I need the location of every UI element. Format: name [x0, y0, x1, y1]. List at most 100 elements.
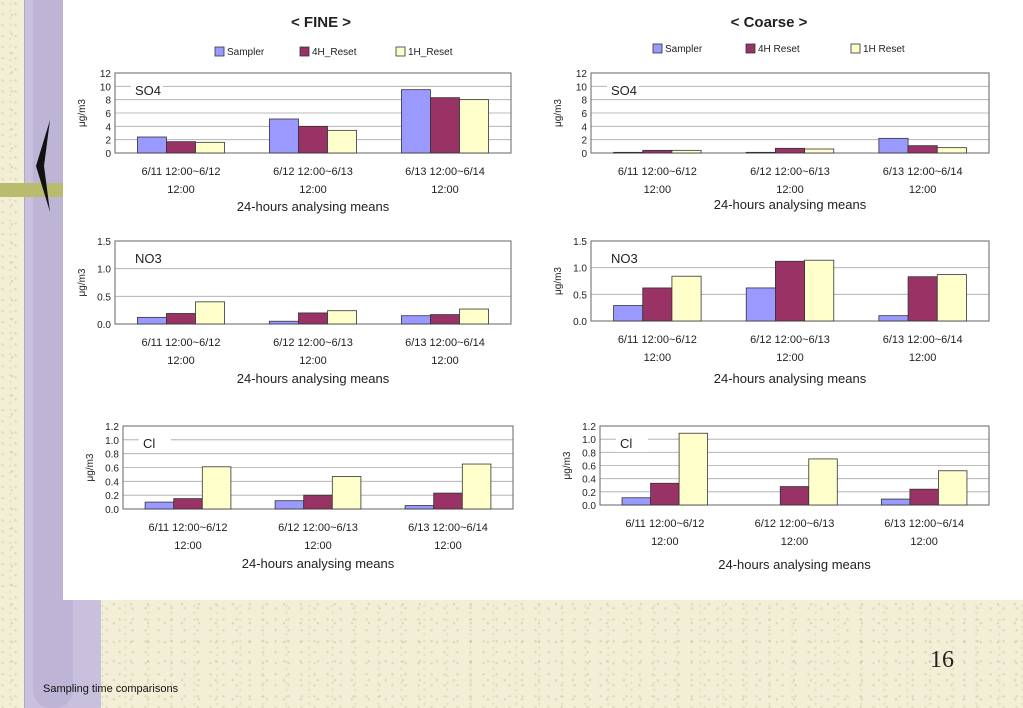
y-tick-label: 0.2: [105, 491, 119, 502]
x-tick-label: 12:00: [644, 184, 672, 196]
y-tick-label: 1.0: [105, 436, 119, 447]
chart-title: SO4: [611, 83, 637, 98]
y-tick-label: 0.5: [97, 292, 111, 303]
y-tick-label: 1.0: [97, 265, 111, 276]
x-tick-label: 12:00: [644, 352, 672, 364]
bar: [298, 125, 328, 154]
legend-swatch: [652, 43, 663, 54]
y-tick-label: 0: [105, 149, 111, 160]
y-tick-label: 12: [100, 69, 112, 80]
bar: [775, 147, 805, 154]
bar: [269, 118, 299, 154]
y-axis-label: μg/m3: [85, 453, 96, 481]
y-tick-label: 0.8: [582, 448, 596, 459]
x-tick-label: 12:00: [781, 536, 809, 548]
x-axis-label: 24-hours analysing means: [237, 371, 390, 386]
x-tick-label: 6/11 12:00~6/12: [618, 334, 697, 346]
bar: [909, 488, 939, 506]
bar: [201, 466, 232, 510]
y-tick-label: 0.5: [573, 290, 587, 301]
bar: [274, 500, 305, 510]
x-tick-label: 6/13 12:00~6/14: [884, 518, 964, 530]
x-tick-label: 6/13 12:00~6/14: [405, 337, 485, 349]
x-tick-label: 12:00: [431, 184, 459, 196]
bar: [613, 151, 644, 154]
x-tick-label: 6/12 12:00~6/13: [750, 166, 830, 178]
y-tick-label: 0: [581, 149, 587, 160]
bar: [642, 149, 673, 154]
bar: [808, 458, 838, 506]
x-tick-label: 12:00: [167, 184, 195, 196]
x-axis-label: 24-hours analysing means: [714, 197, 867, 212]
series-title-bg: [139, 434, 171, 452]
y-axis-label: μg/m3: [562, 451, 573, 479]
x-tick-label: 6/12 12:00~6/13: [750, 334, 830, 346]
bar: [779, 486, 810, 506]
x-tick-label: 12:00: [431, 355, 459, 367]
x-tick-label: 6/13 12:00~6/14: [408, 522, 488, 534]
panel-title: < Coarse >: [731, 14, 808, 31]
bar: [404, 505, 435, 510]
x-tick-label: 6/13 12:00~6/14: [405, 166, 485, 178]
bar: [459, 99, 489, 154]
bar: [878, 315, 909, 322]
x-tick-label: 12:00: [299, 355, 327, 367]
x-tick-label: 6/11 12:00~6/12: [148, 522, 227, 534]
bar: [166, 141, 196, 154]
legend-swatch: [299, 46, 310, 57]
series-title-bg: [131, 81, 163, 99]
x-axis-label: 24-hours analysing means: [242, 556, 395, 571]
bar: [678, 432, 709, 506]
x-tick-label: 6/13 12:00~6/14: [883, 166, 963, 178]
bar: [401, 89, 431, 154]
slide-number: 16: [930, 647, 954, 673]
bar: [745, 151, 776, 154]
bar: [459, 308, 489, 325]
y-tick-label: 1.2: [582, 422, 596, 433]
series-title-bg: [607, 81, 639, 99]
y-tick-label: 0.0: [97, 320, 111, 331]
bar: [936, 274, 967, 322]
legend-swatch: [214, 46, 225, 57]
x-tick-label: 12:00: [434, 540, 462, 552]
x-tick-label: 6/11 12:00~6/12: [141, 337, 220, 349]
x-tick-label: 12:00: [909, 184, 937, 196]
bar: [938, 470, 968, 506]
y-tick-label: 8: [105, 96, 111, 107]
series-title-bg: [131, 249, 163, 267]
bar: [775, 260, 805, 322]
y-tick-label: 1.5: [573, 237, 587, 248]
footer-caption: Sampling time comparisons: [43, 683, 179, 695]
y-tick-label: 0.6: [105, 464, 119, 475]
chart-title: SO4: [135, 83, 161, 98]
bar: [430, 314, 460, 325]
y-tick-label: 0.0: [573, 317, 587, 328]
x-tick-label: 6/12 12:00~6/13: [273, 166, 353, 178]
bar: [401, 315, 431, 325]
legend-label: 4H Reset: [758, 44, 800, 55]
y-tick-label: 2: [105, 136, 111, 147]
chart-title: Cl: [620, 436, 632, 451]
panel-title: < FINE >: [291, 14, 351, 31]
x-axis-label: 24-hours analysing means: [714, 371, 867, 386]
bar: [433, 492, 463, 510]
y-tick-label: 2: [581, 136, 587, 147]
y-tick-label: 1.0: [573, 264, 587, 275]
y-tick-label: 10: [100, 82, 112, 93]
x-axis-label: 24-hours analysing means: [237, 199, 390, 214]
legend-label: 4H_Reset: [312, 47, 357, 58]
x-tick-label: 12:00: [304, 540, 332, 552]
x-tick-label: 6/12 12:00~6/13: [278, 522, 358, 534]
x-tick-label: 12:00: [174, 540, 202, 552]
bar: [613, 305, 644, 322]
bar: [195, 301, 225, 325]
legend-swatch: [745, 43, 756, 54]
legend-label: Sampler: [665, 44, 703, 55]
bar: [327, 129, 357, 154]
chart-title: NO3: [611, 251, 638, 266]
legend-label: 1H Reset: [863, 44, 905, 55]
y-tick-label: 0.2: [582, 488, 596, 499]
y-tick-label: 0.4: [105, 477, 119, 488]
bar: [936, 147, 967, 154]
plot-frame: [114, 240, 512, 325]
